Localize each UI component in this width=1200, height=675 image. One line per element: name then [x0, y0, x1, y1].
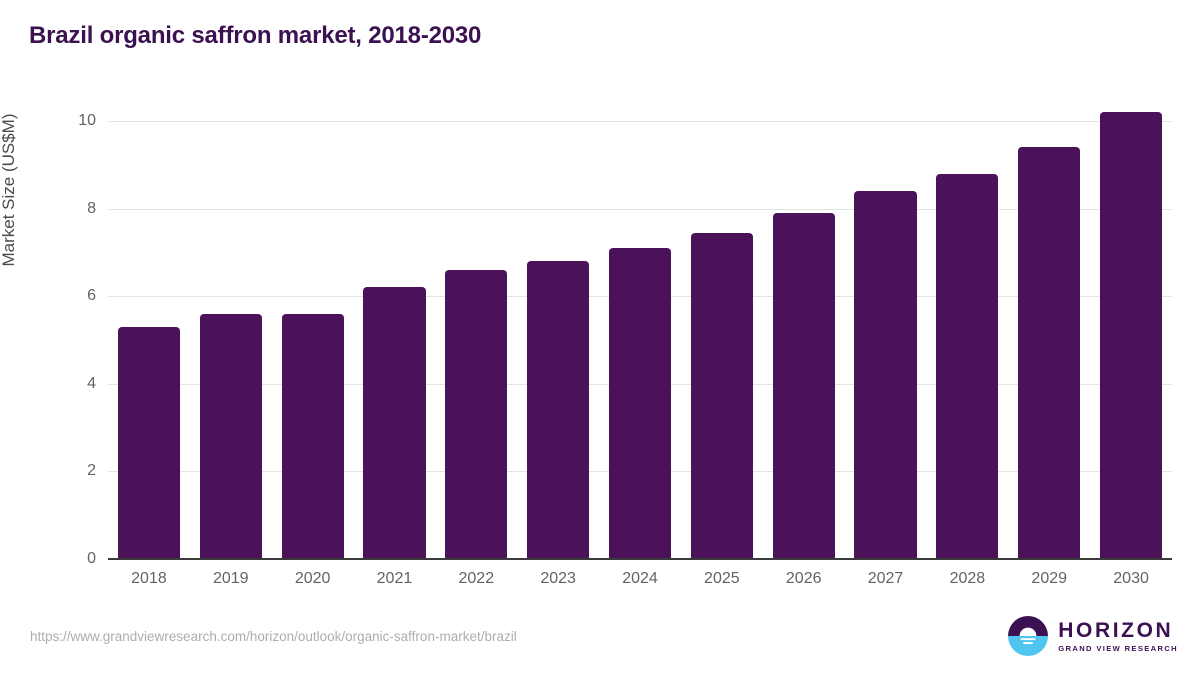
x-tick-label: 2021: [376, 570, 413, 587]
x-tick-label: 2020: [294, 570, 331, 587]
y-tick-label: 4: [87, 374, 96, 392]
x-tick-label: 2025: [704, 570, 740, 587]
x-tick-label: 2029: [1031, 570, 1068, 587]
bar-slot: [354, 121, 436, 559]
bar[interactable]: [199, 313, 262, 559]
x-tick-label: 2027: [867, 570, 904, 587]
x-tick-label: 2019: [212, 570, 249, 587]
horizon-logo[interactable]: HORIZON GRAND VIEW RESEARCH: [1007, 613, 1178, 659]
bar[interactable]: [527, 261, 590, 559]
horizon-sun-logo-icon: [1008, 616, 1049, 656]
bar-slot: [190, 121, 272, 559]
bar[interactable]: [363, 287, 426, 559]
bar-slot: [435, 121, 517, 559]
bar-slot: [108, 121, 190, 559]
y-tick-label: 0: [87, 549, 96, 567]
bar[interactable]: [936, 173, 999, 559]
bar-series: [108, 112, 1172, 559]
bar-slot: [1008, 121, 1090, 559]
x-axis-line: [108, 558, 1172, 560]
bar[interactable]: [117, 326, 180, 559]
bar[interactable]: [608, 247, 672, 559]
logo-wordmark: HORIZON: [1058, 618, 1174, 642]
bar[interactable]: [1099, 112, 1163, 559]
bar[interactable]: [1018, 147, 1081, 559]
bar[interactable]: [772, 212, 835, 559]
bar-slot: [845, 121, 927, 559]
bar[interactable]: [445, 269, 508, 559]
y-tick-label: 2: [87, 462, 96, 480]
page-title: Brazil organic saffron market, 2018-2030: [29, 22, 482, 49]
x-tick-label: 2028: [949, 570, 986, 587]
y-tick-label: 8: [87, 199, 96, 217]
y-axis-title: Market Size (US$M): [0, 113, 18, 267]
x-axis-ticks: 2018 2019 2020 2021 2022 2023 2024 2025 2026 2027…: [108, 570, 1172, 600]
x-tick-label: 2018: [131, 570, 167, 587]
bar-slot: [926, 121, 1008, 559]
bar[interactable]: [690, 232, 753, 559]
logo-tagline: GRAND VIEW RESEARCH: [1058, 643, 1178, 653]
x-tick-label: 2023: [540, 570, 576, 587]
y-tick-label: 6: [87, 287, 96, 305]
bar-slot: [599, 121, 681, 559]
bar-slot: [1090, 112, 1172, 559]
source-url[interactable]: https://www.grandviewresearch.com/horizo…: [30, 629, 517, 644]
x-tick-label: 2030: [1113, 570, 1149, 587]
bar[interactable]: [854, 191, 917, 559]
bar-slot: [272, 121, 354, 559]
bar-slot: [763, 121, 845, 559]
bar-slot: [681, 121, 763, 559]
x-tick-label: 2022: [458, 570, 495, 587]
gridline: [108, 208, 1172, 210]
x-tick-label: 2024: [622, 570, 658, 587]
gridline: [108, 121, 1172, 122]
x-tick-label: 2026: [785, 570, 822, 587]
bar[interactable]: [281, 313, 344, 559]
logo-text: HORIZON GRAND VIEW RESEARCH: [1058, 620, 1178, 653]
bar-slot: [517, 121, 599, 559]
y-tick-label: 10: [78, 112, 96, 129]
